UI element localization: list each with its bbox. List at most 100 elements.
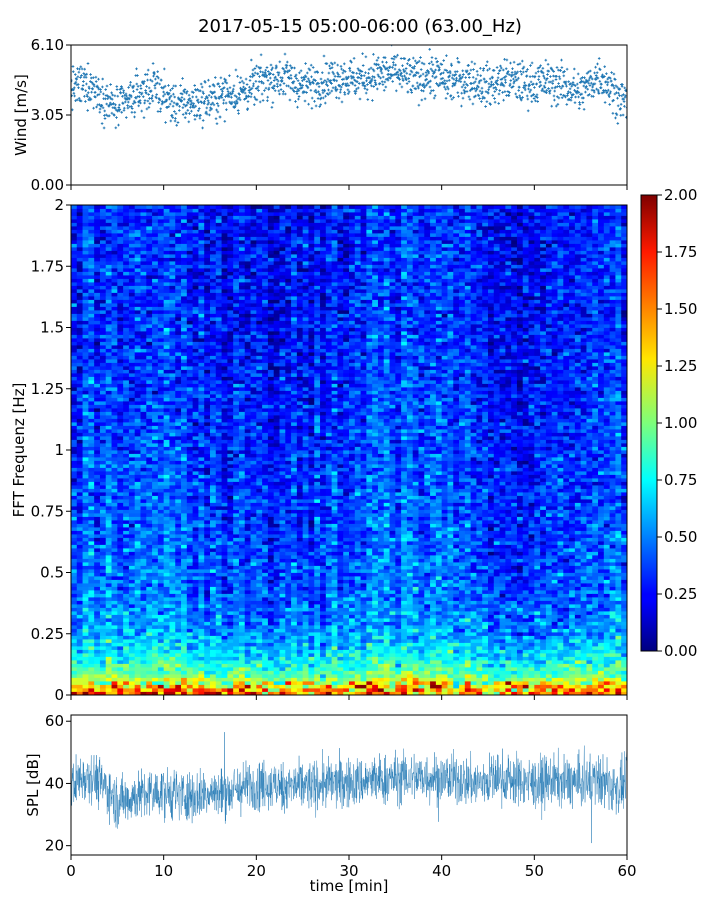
wind-point — [554, 78, 558, 81]
wind-point — [491, 76, 494, 80]
heatmap-cell — [134, 432, 141, 437]
heatmap-cell — [111, 467, 118, 472]
heatmap-cell — [192, 317, 199, 321]
wind-point — [234, 68, 238, 72]
heatmap-cell — [117, 502, 124, 507]
wind-point — [598, 80, 602, 83]
heatmap-cell — [192, 275, 199, 279]
heatmap-cell — [99, 380, 107, 384]
wind-point — [376, 67, 379, 70]
heatmap-cell — [99, 233, 107, 237]
heatmap-cell — [99, 215, 107, 220]
wind-point — [576, 72, 580, 76]
heatmap-cell — [157, 488, 165, 493]
wind-point — [407, 80, 411, 83]
heatmap-cell — [105, 572, 112, 577]
wind-point — [271, 101, 275, 104]
heatmap-cell — [198, 205, 205, 209]
heatmap-cell — [123, 632, 130, 636]
heatmap-cell — [175, 240, 182, 244]
heatmap-cell — [88, 415, 95, 419]
wind-point — [520, 91, 524, 94]
heatmap-cell — [117, 229, 124, 234]
heatmap-cell — [181, 544, 188, 549]
wind-point — [191, 105, 194, 109]
wind-point — [194, 88, 198, 92]
heatmap-cell — [175, 464, 182, 468]
heatmap-cell — [175, 324, 182, 328]
wind-point — [200, 101, 203, 104]
heatmap-cell — [71, 362, 78, 367]
heatmap-cell — [111, 313, 118, 318]
heatmap-cell — [198, 303, 205, 307]
wind-point — [536, 96, 539, 99]
heatmap-cell — [140, 600, 147, 605]
heatmap-cell — [192, 656, 199, 661]
heatmap-cell — [82, 450, 89, 454]
heatmap-cell — [186, 684, 194, 689]
heatmap-cell — [192, 467, 199, 472]
wind-point — [483, 96, 486, 100]
wind-point — [405, 78, 408, 81]
heatmap-cell — [71, 548, 78, 552]
heatmap-cell — [117, 621, 124, 626]
heatmap-cell — [88, 341, 95, 346]
heatmap-cell — [123, 450, 130, 454]
heatmap-cell — [111, 681, 118, 685]
heatmap-cell — [140, 453, 147, 458]
heatmap-cell — [76, 674, 83, 678]
wind-point — [517, 76, 520, 80]
heatmap-cell — [134, 523, 141, 528]
heatmap-cell — [117, 607, 124, 612]
wind-point — [501, 91, 504, 94]
heatmap-cell — [198, 264, 205, 269]
wind-point — [159, 107, 162, 111]
heatmap-cell — [105, 345, 112, 349]
heatmap-cell — [105, 303, 112, 307]
heatmap-cell — [192, 212, 199, 216]
heatmap-cell — [76, 282, 83, 286]
heatmap-cell — [105, 320, 112, 325]
heatmap-cell — [94, 317, 101, 321]
heatmap-cell — [169, 471, 176, 475]
heatmap-cell — [111, 236, 118, 241]
wind-point — [383, 80, 387, 84]
heatmap-cell — [152, 303, 159, 307]
wind-point — [355, 87, 358, 91]
heatmap-cell — [163, 404, 170, 409]
heatmap-cell — [105, 639, 112, 643]
heatmap-cell — [88, 212, 95, 216]
heatmap-cell — [146, 215, 153, 220]
wind-point — [466, 69, 469, 73]
wind-point — [349, 74, 353, 78]
wind-point — [134, 96, 138, 100]
heatmap-cell — [117, 425, 124, 430]
wind-point — [265, 74, 268, 77]
heatmap-cell — [192, 684, 199, 689]
wind-point — [72, 88, 75, 92]
heatmap-cell — [169, 516, 176, 521]
heatmap-cell — [111, 565, 118, 570]
heatmap-cell — [123, 345, 130, 349]
heatmap-cell — [88, 327, 95, 332]
heatmap-cell — [157, 604, 165, 608]
heatmap-cell — [140, 320, 147, 325]
heatmap-cell — [88, 446, 95, 451]
heatmap-cell — [134, 471, 141, 475]
wind-point — [74, 73, 77, 76]
heatmap-cell — [152, 226, 159, 230]
heatmap-cell — [204, 590, 211, 594]
wind-point — [228, 100, 231, 104]
heatmap-cell — [146, 219, 153, 223]
heatmap-cell — [82, 271, 89, 276]
heatmap-cell — [105, 513, 112, 517]
wind-point — [160, 78, 163, 82]
heatmap-cell — [198, 509, 205, 514]
heatmap-cell — [192, 303, 199, 307]
wind-point — [142, 95, 145, 98]
heatmap-cell — [71, 660, 78, 664]
heatmap-cell — [198, 352, 205, 356]
heatmap-cell — [82, 502, 89, 507]
heatmap-cell — [76, 229, 83, 234]
wind-point — [309, 89, 313, 92]
